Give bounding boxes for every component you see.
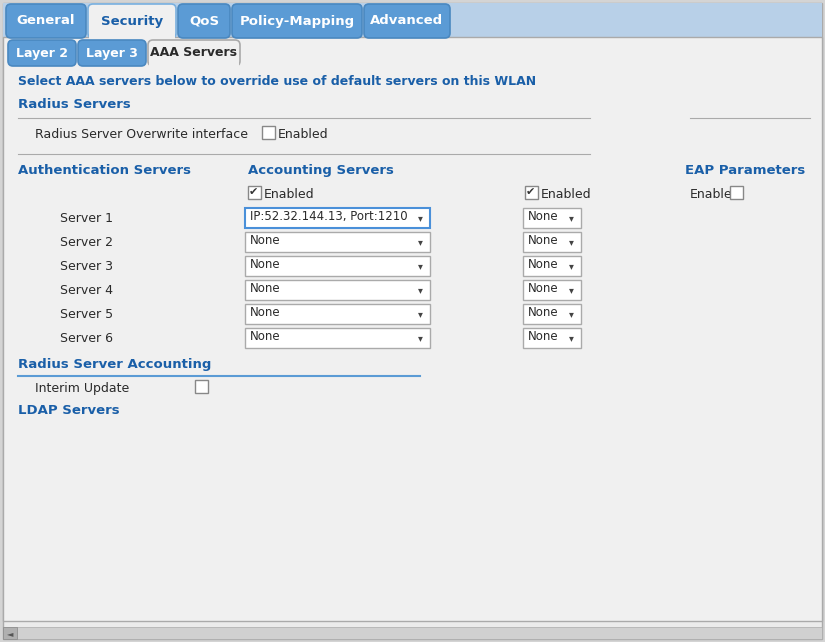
FancyBboxPatch shape <box>78 40 146 66</box>
Bar <box>3 627 17 639</box>
Bar <box>245 304 430 324</box>
Text: Authentication Servers: Authentication Servers <box>18 164 191 177</box>
Text: ▾: ▾ <box>568 285 573 295</box>
Text: ▾: ▾ <box>568 333 573 343</box>
Text: ▾: ▾ <box>568 237 573 247</box>
Bar <box>523 208 581 228</box>
Text: General: General <box>16 15 75 28</box>
Bar <box>3 3 822 39</box>
Text: ▾: ▾ <box>568 261 573 271</box>
Bar <box>262 126 275 139</box>
Text: ✔: ✔ <box>526 187 535 197</box>
Bar <box>3 627 822 639</box>
FancyBboxPatch shape <box>88 4 176 38</box>
Text: None: None <box>250 258 280 271</box>
Text: ▾: ▾ <box>417 309 422 319</box>
FancyBboxPatch shape <box>364 4 450 38</box>
Text: Server 2: Server 2 <box>60 236 113 249</box>
FancyBboxPatch shape <box>232 4 362 38</box>
Text: Radius Server Accounting: Radius Server Accounting <box>18 358 211 371</box>
Bar <box>248 186 261 199</box>
Text: AAA Servers: AAA Servers <box>150 46 238 60</box>
Text: Server 6: Server 6 <box>60 332 113 345</box>
Text: None: None <box>250 234 280 247</box>
Text: Enabled: Enabled <box>264 188 314 201</box>
Text: ▾: ▾ <box>568 309 573 319</box>
Text: None: None <box>528 306 559 319</box>
Text: ▾: ▾ <box>417 285 422 295</box>
Bar <box>245 232 430 252</box>
Text: QoS: QoS <box>189 15 219 28</box>
Text: None: None <box>528 210 559 223</box>
Bar <box>523 280 581 300</box>
Text: ◄: ◄ <box>7 629 13 638</box>
Text: None: None <box>250 282 280 295</box>
Text: ▾: ▾ <box>417 261 422 271</box>
Text: Layer 2: Layer 2 <box>16 46 68 60</box>
Bar <box>195 380 208 393</box>
FancyBboxPatch shape <box>148 40 240 66</box>
Text: ▾: ▾ <box>417 333 422 343</box>
Bar <box>523 328 581 348</box>
Text: Advanced: Advanced <box>370 15 444 28</box>
Text: None: None <box>528 258 559 271</box>
Bar <box>245 208 430 228</box>
Text: Server 5: Server 5 <box>60 308 113 321</box>
Text: Radius Server Overwrite interface: Radius Server Overwrite interface <box>35 128 248 141</box>
Text: Enabled: Enabled <box>278 128 328 141</box>
Text: Server 1: Server 1 <box>60 212 113 225</box>
Text: Select AAA servers below to override use of default servers on this WLAN: Select AAA servers below to override use… <box>18 75 536 88</box>
Text: Server 3: Server 3 <box>60 260 113 273</box>
Text: ▾: ▾ <box>417 237 422 247</box>
Text: Enable: Enable <box>690 188 733 201</box>
Text: None: None <box>250 330 280 343</box>
Text: Layer 3: Layer 3 <box>86 46 138 60</box>
Text: EAP Parameters: EAP Parameters <box>685 164 805 177</box>
Bar <box>525 186 538 199</box>
FancyBboxPatch shape <box>6 4 86 38</box>
Text: None: None <box>528 282 559 295</box>
Text: None: None <box>528 234 559 247</box>
Text: None: None <box>250 306 280 319</box>
Text: Radius Servers: Radius Servers <box>18 98 130 111</box>
Text: Interim Update: Interim Update <box>35 382 130 395</box>
Bar <box>730 186 743 199</box>
Text: ▾: ▾ <box>417 213 422 223</box>
Bar <box>149 61 239 68</box>
Text: Server 4: Server 4 <box>60 284 113 297</box>
Text: ✔: ✔ <box>249 187 258 197</box>
Bar <box>245 280 430 300</box>
Bar <box>523 232 581 252</box>
Text: Policy-Mapping: Policy-Mapping <box>239 15 355 28</box>
Bar <box>523 304 581 324</box>
Bar <box>245 328 430 348</box>
Bar <box>89 32 175 40</box>
Text: Accounting Servers: Accounting Servers <box>248 164 394 177</box>
Text: None: None <box>528 330 559 343</box>
Bar <box>245 256 430 276</box>
Text: ▾: ▾ <box>568 213 573 223</box>
Text: Security: Security <box>101 15 163 28</box>
FancyBboxPatch shape <box>8 40 76 66</box>
Text: IP:52.32.144.13, Port:1210: IP:52.32.144.13, Port:1210 <box>250 210 408 223</box>
Text: LDAP Servers: LDAP Servers <box>18 404 120 417</box>
Bar <box>523 256 581 276</box>
FancyBboxPatch shape <box>178 4 230 38</box>
Text: Enabled: Enabled <box>541 188 592 201</box>
